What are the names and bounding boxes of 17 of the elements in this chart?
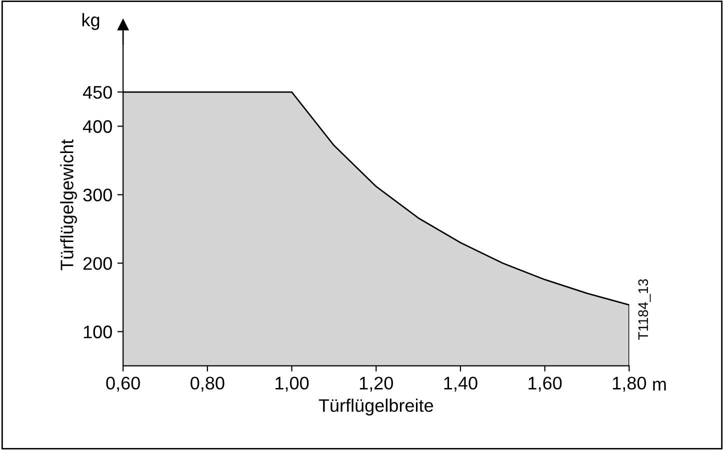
x-tick-label: 1,00 — [276, 376, 309, 392]
x-axis-title: Türflügelbreite — [318, 398, 434, 416]
y-axis-title: Türflügelgewicht — [60, 139, 77, 270]
x-tick-label: 1,80 — [612, 376, 646, 392]
text: T1184_13 — [638, 279, 651, 340]
y-tick-label: 100 — [84, 326, 112, 338]
x-tick-label: 1,60 — [528, 376, 562, 392]
text: m — [653, 380, 666, 391]
x-tick-label: 1,20 — [360, 376, 393, 392]
text: kg — [82, 13, 100, 30]
y-tick-label: 450 — [82, 86, 112, 99]
y-tick-label: 300 — [83, 188, 112, 202]
x-tick-label: 0,80 — [190, 376, 224, 392]
y-tick-label: 400 — [82, 120, 112, 133]
y-tick-label: 200 — [83, 257, 112, 270]
x-tick-label: 0,60 — [106, 376, 140, 392]
x-tick-label: 1,40 — [444, 376, 478, 392]
